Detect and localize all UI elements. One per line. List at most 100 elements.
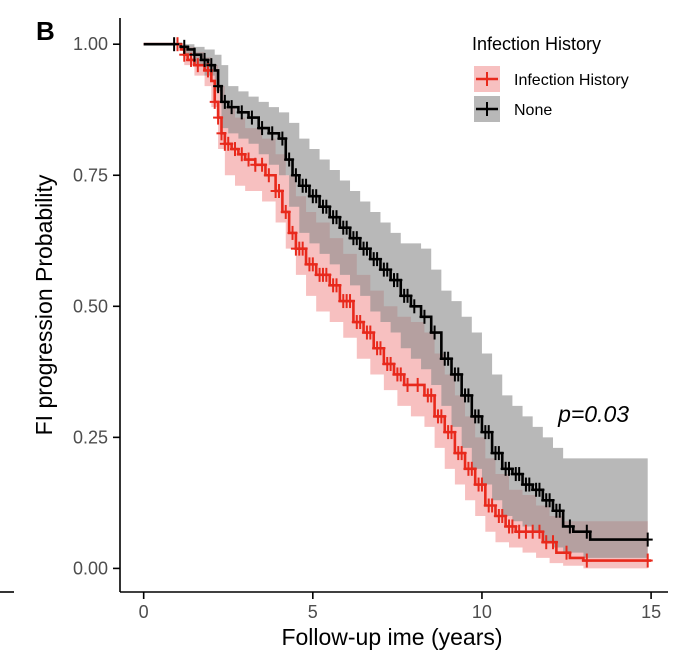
censor-mark-none xyxy=(361,241,372,256)
censor-mark-none xyxy=(277,131,288,146)
censor-mark-infection xyxy=(497,508,508,523)
censor-mark-infection xyxy=(375,341,386,356)
censor-mark-none xyxy=(351,231,362,246)
censor-mark-none xyxy=(321,199,332,214)
censor-mark-infection xyxy=(426,388,437,403)
y-tick-label: 0.75 xyxy=(73,165,108,185)
censor-mark-none xyxy=(284,152,295,167)
censor-mark-infection xyxy=(395,367,406,382)
censor-mark-none xyxy=(453,367,464,382)
censor-mark-none xyxy=(199,52,210,67)
censor-mark-infection xyxy=(287,225,298,240)
legend-label-none: None xyxy=(514,102,552,119)
censor-mark-infection xyxy=(642,553,653,568)
censor-mark-none xyxy=(206,58,217,73)
x-tick-label: 10 xyxy=(472,602,492,622)
censor-mark-infection xyxy=(230,142,241,157)
censor-mark-none xyxy=(429,325,440,340)
censor-mark-none xyxy=(493,446,504,461)
censor-mark-infection xyxy=(547,535,558,550)
legend-item-none: None xyxy=(474,96,552,122)
legend-item-infection: Infection History xyxy=(474,66,629,92)
censor-mark-none xyxy=(524,477,535,492)
legend-title: Infection History xyxy=(472,34,601,54)
censor-mark-none xyxy=(534,482,545,497)
y-axis-title: FI progression Probability xyxy=(31,174,57,435)
censor-mark-none xyxy=(581,524,592,539)
censor-mark-infection xyxy=(257,157,268,172)
censor-mark-infection xyxy=(365,325,376,340)
censor-mark-infection xyxy=(273,183,284,198)
censor-mark-none xyxy=(169,37,180,52)
censor-mark-infection xyxy=(402,377,413,392)
censor-mark-none xyxy=(382,262,393,277)
censor-mark-infection xyxy=(446,425,457,440)
censor-mark-infection xyxy=(213,110,224,125)
censor-mark-none xyxy=(564,519,575,534)
censor-mark-none xyxy=(219,94,230,109)
censor-mark-infection xyxy=(385,356,396,371)
censor-mark-none xyxy=(246,110,257,125)
censor-mark-none xyxy=(341,220,352,235)
axes xyxy=(0,18,668,593)
censor-mark-none xyxy=(267,126,278,141)
censor-mark-none xyxy=(257,121,268,136)
legend-label-infection: Infection History xyxy=(514,72,629,89)
censor-mark-none xyxy=(392,273,403,288)
censor-mark-infection xyxy=(297,241,308,256)
censor-mark-infection xyxy=(581,553,592,568)
censor-mark-none xyxy=(409,299,420,314)
censor-mark-infection xyxy=(223,136,234,151)
y-tick-label: 0.50 xyxy=(73,296,108,316)
censor-mark-none xyxy=(189,47,200,62)
censor-mark-none xyxy=(301,178,312,193)
x-tick-label: 5 xyxy=(308,602,318,622)
censor-mark-none xyxy=(236,105,247,120)
censor-mark-none xyxy=(642,532,653,547)
censor-mark-none xyxy=(402,288,413,303)
censor-mark-infection xyxy=(216,126,227,141)
censor-mark-infection xyxy=(561,545,572,560)
censor-mark-none xyxy=(331,210,342,225)
x-tick-label: 0 xyxy=(139,602,149,622)
censor-mark-infection xyxy=(236,147,247,162)
censor-mark-none xyxy=(443,351,454,366)
censor-mark-infection xyxy=(456,446,467,461)
censor-mark-none xyxy=(544,493,555,508)
censor-mark-infection xyxy=(476,477,487,492)
x-tick-label: 15 xyxy=(641,602,661,622)
censor-mark-none xyxy=(473,409,484,424)
censor-mark-infection xyxy=(436,409,447,424)
panel-label: B xyxy=(36,16,55,46)
censor-mark-infection xyxy=(331,278,342,293)
x-axis-title: Follow-up ime (years) xyxy=(281,624,502,650)
ci-band-none xyxy=(143,44,648,558)
censor-mark-none xyxy=(463,388,474,403)
censor-mark-none xyxy=(419,309,430,324)
p-value-annotation: p=0.03 xyxy=(557,401,629,427)
y-tick-label: 0.00 xyxy=(73,558,108,578)
censor-mark-infection xyxy=(280,204,291,219)
x-ticks: 0 5 10 15 xyxy=(139,592,661,622)
censor-mark-none xyxy=(179,39,190,54)
censor-mark-none xyxy=(504,461,515,476)
y-tick-label: 1.00 xyxy=(73,34,108,54)
censor-mark-infection xyxy=(355,315,366,330)
confidence-bands xyxy=(143,44,648,569)
censor-mark-none xyxy=(372,252,383,267)
censor-mark-none xyxy=(514,467,525,482)
y-ticks: 0.00 0.25 0.50 0.75 1.00 xyxy=(73,34,120,578)
censor-mark-none xyxy=(226,100,237,115)
censor-mark-infection xyxy=(466,461,477,476)
censor-mark-infection xyxy=(345,294,356,309)
censor-mark-infection xyxy=(192,58,203,73)
censor-mark-none xyxy=(290,168,301,183)
censor-mark-infection xyxy=(307,257,318,272)
censor-mark-infection xyxy=(534,524,545,539)
censor-mark-infection xyxy=(263,168,274,183)
censor-mark-none xyxy=(311,189,322,204)
censor-mark-none xyxy=(483,425,494,440)
legend: Infection History Infection History None xyxy=(472,34,629,122)
y-tick-label: 0.25 xyxy=(73,427,108,447)
